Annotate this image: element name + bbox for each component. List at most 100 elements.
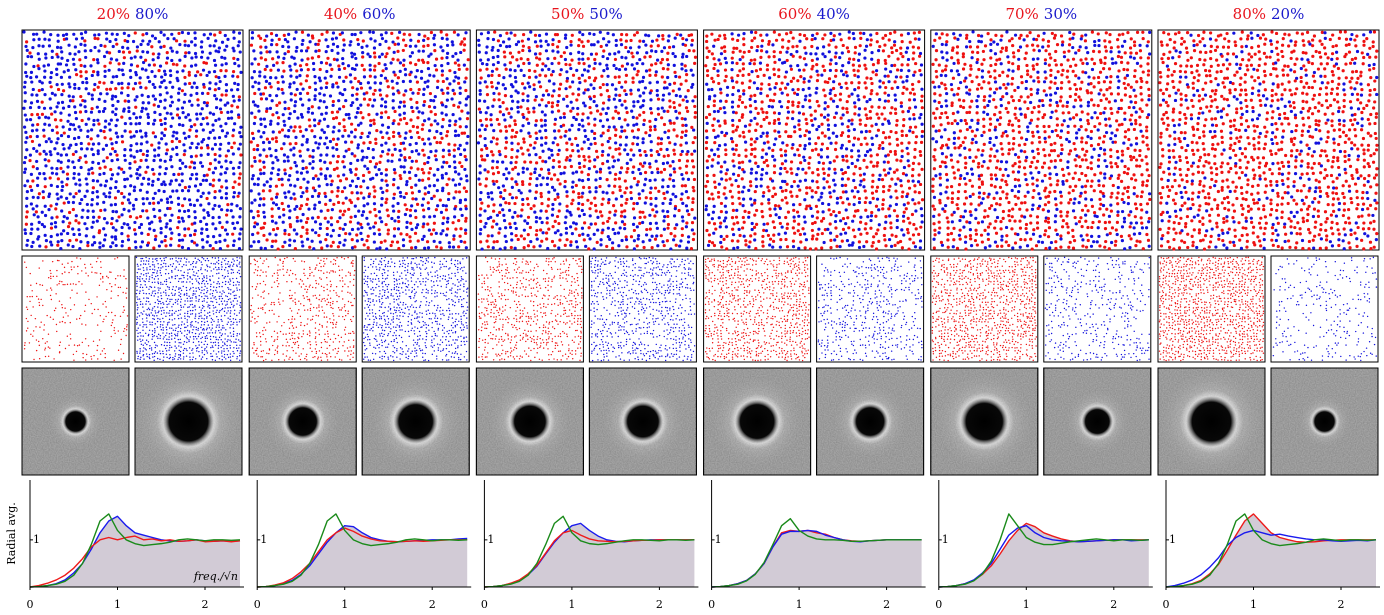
point (189, 356, 191, 358)
point (131, 39, 136, 44)
point (164, 234, 168, 239)
point (127, 82, 131, 86)
point (183, 82, 187, 86)
point (139, 324, 141, 326)
point (363, 326, 365, 328)
point (306, 33, 310, 37)
point (140, 343, 143, 345)
point (23, 228, 27, 232)
point (157, 306, 159, 308)
point (156, 352, 159, 354)
point (190, 85, 194, 89)
point (433, 136, 437, 140)
point (42, 304, 44, 307)
point (183, 92, 187, 97)
point (250, 62, 254, 66)
point (285, 355, 288, 357)
point (72, 232, 76, 237)
point (219, 124, 223, 128)
point (119, 275, 122, 277)
point (216, 291, 218, 293)
point (26, 179, 30, 183)
point (226, 340, 228, 343)
point (157, 337, 159, 340)
point (224, 134, 228, 138)
point (120, 115, 124, 119)
point (185, 348, 187, 350)
point (206, 301, 208, 303)
point (93, 36, 97, 40)
point (201, 263, 203, 266)
point (232, 306, 234, 308)
point (52, 275, 55, 278)
point (184, 315, 186, 317)
point (239, 125, 243, 129)
point (398, 174, 402, 178)
point (353, 332, 355, 334)
point (195, 145, 199, 150)
point (399, 165, 403, 169)
point (283, 228, 287, 233)
point (60, 82, 64, 86)
point (251, 316, 253, 318)
point (200, 238, 205, 242)
point (159, 257, 162, 260)
point (441, 49, 445, 53)
point (229, 339, 231, 341)
point (335, 45, 340, 49)
point (67, 94, 71, 98)
point (338, 91, 342, 95)
point (174, 337, 176, 340)
point (381, 358, 383, 360)
point (440, 111, 444, 115)
point (196, 98, 200, 102)
point (412, 257, 415, 260)
point (250, 36, 254, 40)
point (144, 131, 148, 135)
point (431, 289, 433, 291)
point (213, 136, 217, 140)
point (344, 196, 348, 200)
point (383, 350, 386, 353)
point (338, 216, 342, 220)
point (113, 202, 118, 207)
point (272, 344, 274, 347)
point (239, 306, 242, 308)
point (318, 306, 320, 308)
point (429, 232, 434, 236)
point (165, 334, 167, 337)
point (446, 86, 450, 90)
point (117, 275, 119, 277)
point (262, 117, 266, 121)
point (411, 290, 414, 292)
point (180, 317, 183, 319)
point (138, 315, 141, 317)
point (212, 44, 216, 48)
point (374, 278, 377, 280)
point (366, 81, 370, 85)
point (196, 70, 200, 74)
point (396, 324, 398, 326)
point (352, 330, 354, 333)
point (193, 216, 197, 220)
point (36, 52, 40, 56)
point (262, 165, 266, 169)
point (364, 269, 367, 271)
point (257, 355, 259, 357)
point (318, 119, 322, 123)
point (62, 283, 64, 286)
point (326, 284, 328, 286)
point (103, 136, 107, 140)
point (329, 318, 331, 320)
point (367, 300, 370, 303)
point (126, 238, 131, 242)
point (110, 324, 113, 327)
point (221, 293, 223, 295)
point (166, 36, 170, 41)
point (232, 239, 236, 243)
point (354, 56, 358, 61)
point (282, 33, 286, 37)
point (440, 176, 445, 180)
point (434, 275, 436, 277)
point (361, 55, 365, 59)
